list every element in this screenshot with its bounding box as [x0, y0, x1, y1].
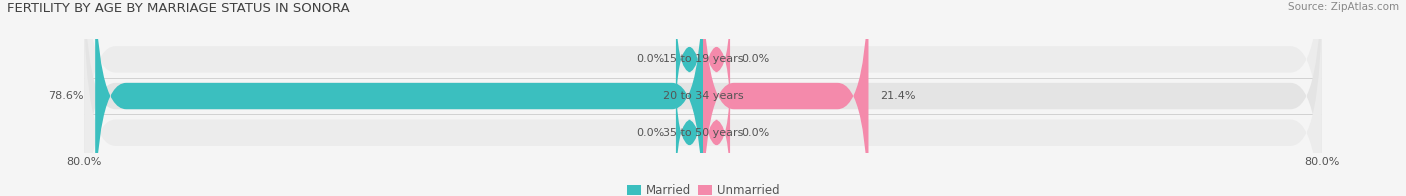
Text: 20 to 34 years: 20 to 34 years [662, 91, 744, 101]
FancyBboxPatch shape [96, 0, 703, 196]
FancyBboxPatch shape [84, 0, 1322, 196]
Text: Source: ZipAtlas.com: Source: ZipAtlas.com [1288, 2, 1399, 12]
FancyBboxPatch shape [703, 0, 730, 120]
FancyBboxPatch shape [703, 73, 730, 193]
Text: FERTILITY BY AGE BY MARRIAGE STATUS IN SONORA: FERTILITY BY AGE BY MARRIAGE STATUS IN S… [7, 2, 350, 15]
Text: 35 to 50 years: 35 to 50 years [662, 128, 744, 138]
FancyBboxPatch shape [703, 0, 869, 196]
FancyBboxPatch shape [84, 0, 1322, 193]
Text: 78.6%: 78.6% [48, 91, 83, 101]
Text: 21.4%: 21.4% [880, 91, 915, 101]
Text: 0.0%: 0.0% [742, 54, 770, 64]
Text: 0.0%: 0.0% [636, 54, 665, 64]
FancyBboxPatch shape [676, 0, 703, 120]
Text: 0.0%: 0.0% [742, 128, 770, 138]
Text: 15 to 19 years: 15 to 19 years [662, 54, 744, 64]
Legend: Married, Unmarried: Married, Unmarried [621, 179, 785, 196]
FancyBboxPatch shape [676, 73, 703, 193]
Text: 0.0%: 0.0% [636, 128, 665, 138]
FancyBboxPatch shape [84, 0, 1322, 196]
